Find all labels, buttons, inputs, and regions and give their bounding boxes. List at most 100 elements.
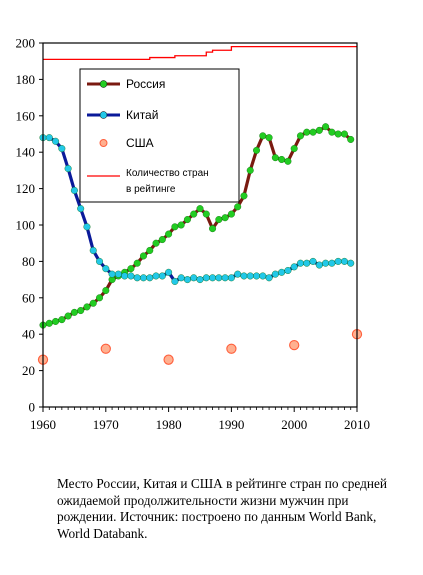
series-russia-point — [234, 203, 242, 211]
series-china-point — [234, 270, 242, 278]
series-china-point — [96, 257, 104, 265]
series-usa-point — [226, 343, 237, 354]
series-china-point — [296, 259, 304, 267]
series-china-point — [303, 259, 311, 267]
series-china-point — [133, 274, 141, 282]
series-russia-point — [190, 210, 198, 218]
series-russia-point — [89, 299, 97, 307]
series-russia-point — [45, 319, 53, 327]
series-russia-point — [278, 155, 286, 163]
series-russia-point — [290, 145, 298, 153]
series-china-point — [77, 205, 85, 213]
series-russia-point — [171, 223, 179, 231]
series-china-point — [328, 259, 336, 267]
legend-countries-label-line2: в рейтинге — [126, 184, 176, 195]
series-russia-point — [127, 265, 135, 273]
series-usa-point — [289, 339, 300, 351]
legend: Россия Китай США Количество стран в рейт… — [79, 68, 240, 203]
legend-usa-marker — [99, 139, 108, 147]
series-china-point — [347, 259, 355, 267]
series-russia-point — [259, 132, 267, 140]
legend-countries-label-line1: Количество стран — [126, 168, 209, 179]
series-russia-point — [246, 166, 254, 174]
y-tick-label: 0 — [29, 400, 36, 415]
series-china-point — [58, 145, 66, 153]
y-tick-label: 40 — [22, 327, 35, 342]
series-russia-point — [96, 294, 104, 302]
series-china-point — [315, 261, 323, 269]
series-china-point — [158, 272, 166, 280]
series-china-point — [108, 270, 116, 278]
series-russia-point — [227, 210, 235, 218]
series-russia-point — [347, 135, 355, 143]
series-russia-point — [309, 128, 317, 136]
x-tick-label: 2010 — [344, 417, 370, 432]
series-china-point — [259, 272, 267, 280]
series-russia-point — [77, 307, 85, 315]
series-china-point — [127, 272, 135, 280]
series-china-point — [253, 272, 261, 280]
x-tick-label: 1980 — [156, 417, 182, 432]
series-russia-point — [296, 132, 304, 140]
series-china-point — [265, 274, 273, 282]
legend-china-label: Китай — [126, 108, 158, 122]
series-russia-point — [83, 303, 91, 311]
series-russia-point — [215, 216, 223, 224]
series-china-point — [139, 274, 147, 282]
series-china-point — [83, 223, 91, 231]
series-china-point — [278, 268, 286, 276]
series-china-point — [322, 259, 330, 267]
series-russia-point — [139, 252, 147, 260]
series-china-point — [240, 272, 248, 280]
series-russia-point — [221, 214, 229, 222]
series-russia-point — [334, 130, 342, 138]
series-russia-point — [158, 236, 166, 244]
series-china-point — [165, 268, 173, 276]
y-tick-label: 140 — [16, 145, 36, 160]
series-usa-point — [100, 343, 111, 354]
series-countries-line — [43, 45, 357, 61]
legend-russia-label: Россия — [126, 77, 165, 91]
series-russia-point — [340, 130, 348, 138]
y-tick-label: 180 — [16, 72, 36, 87]
axes: 0 20 40 60 80 100 120 140 160 180 200 1960 1970 1980 1… — [16, 36, 371, 433]
series-russia-point — [315, 126, 323, 134]
series-russia-point — [322, 123, 330, 131]
series-china-point — [146, 274, 154, 282]
series-china-point — [121, 272, 129, 280]
series-russia-point — [152, 239, 160, 247]
x-tick-label: 1960 — [30, 417, 56, 432]
series-china-point — [102, 265, 110, 273]
series-china-point — [246, 272, 254, 280]
x-tick-label: 1990 — [218, 417, 244, 432]
series-china-point — [171, 277, 179, 285]
chart: 0 20 40 60 80 100 120 140 160 180 200 1960 1970 1980 1… — [16, 36, 371, 433]
series-china-point — [202, 274, 210, 282]
series-china-point — [340, 257, 348, 265]
y-tick-label: 120 — [16, 181, 36, 196]
legend-china-marker — [99, 111, 108, 119]
y-tick-label: 100 — [16, 218, 36, 233]
series-china-point — [70, 186, 78, 194]
series-china-point — [177, 274, 185, 282]
legend-countries-label: Количество стран в рейтинге — [126, 168, 212, 195]
series-china-point — [227, 274, 235, 282]
y-tick-label: 160 — [16, 108, 36, 123]
series-china-point — [334, 257, 342, 265]
series-china-point — [196, 276, 204, 284]
y-tick-label: 200 — [16, 36, 36, 51]
series-usa-point — [163, 354, 174, 365]
series-russia-point — [265, 134, 273, 142]
series-russia-point — [52, 317, 60, 325]
series-russia-point — [328, 128, 336, 136]
series-china-point — [45, 134, 53, 142]
series-china-point — [290, 263, 298, 271]
series-russia-point — [70, 308, 78, 316]
series-china-point — [152, 272, 160, 280]
y-tick-label: 80 — [22, 254, 35, 269]
series-russia-point — [209, 225, 217, 233]
series-russia-point — [133, 259, 141, 267]
legend-box — [79, 68, 240, 203]
series-russia-point — [64, 312, 72, 320]
legend-usa-label: США — [126, 136, 154, 150]
